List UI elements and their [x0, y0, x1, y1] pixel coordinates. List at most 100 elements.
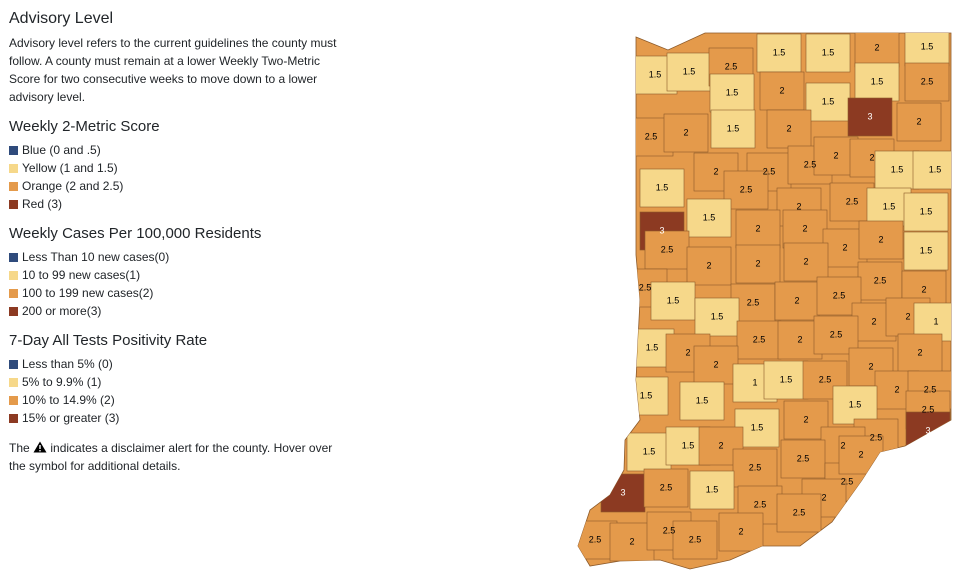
- county: [766, 109, 812, 149]
- county: [693, 345, 739, 385]
- county-score: 1.5: [822, 47, 835, 57]
- county-score: 2.5: [639, 282, 652, 292]
- legend-swatch: [9, 395, 18, 405]
- county-score: 1.5: [822, 96, 835, 106]
- county: [904, 62, 950, 102]
- county-score: 2: [874, 42, 879, 52]
- county: [783, 400, 829, 440]
- legend-swatch: [9, 270, 18, 280]
- county-score: 2.5: [921, 76, 934, 86]
- legend-item: 15% or greater (3): [9, 409, 344, 427]
- county: [847, 97, 893, 137]
- county-score: 2: [871, 316, 876, 326]
- county-score: 2: [921, 284, 926, 294]
- county-score: 2.5: [804, 159, 817, 169]
- legend-label: 5% to 9.9% (1): [22, 375, 102, 389]
- county: [736, 320, 782, 360]
- county-score: 2.5: [661, 244, 674, 254]
- county: [805, 33, 851, 73]
- county-score: 2.5: [689, 534, 702, 544]
- legend-label: Less than 5% (0): [22, 357, 113, 371]
- county-score: 1.5: [929, 164, 942, 174]
- description: Advisory level refers to the current gui…: [9, 36, 337, 104]
- county: [686, 246, 732, 286]
- county-score: 3: [620, 487, 625, 497]
- county-score: 1.5: [780, 374, 793, 384]
- county: [903, 231, 949, 271]
- county-score: 2: [713, 166, 718, 176]
- legend-label: 200 or more(3): [22, 304, 102, 318]
- county-score: 2.5: [846, 196, 859, 206]
- county-score: 2: [821, 492, 826, 502]
- county-score: 2.5: [833, 290, 846, 300]
- legend-label: 10 to 99 new cases(1): [22, 268, 141, 282]
- legend-swatch: [9, 413, 18, 423]
- legend-item: Less than 5% (0): [9, 355, 344, 373]
- county: [663, 113, 709, 153]
- county: [639, 168, 685, 208]
- county: [709, 73, 755, 113]
- county-score: 2: [802, 223, 807, 233]
- county-score: 2.5: [645, 131, 658, 141]
- county-score: 2: [683, 127, 688, 137]
- county-score: 1.5: [706, 484, 719, 494]
- county-score: 2: [917, 347, 922, 357]
- county: [896, 102, 942, 142]
- county-score: 1.5: [643, 446, 656, 456]
- legend-label: 15% or greater (3): [22, 411, 120, 425]
- county-score: 2.5: [819, 374, 832, 384]
- county-score: 2.5: [660, 482, 673, 492]
- county: [643, 468, 689, 508]
- warning-icon: [33, 441, 47, 453]
- county-labels: 1.5 1.5 2.5 1.5 1.5 1.5 2 1.5 2 1.5 1.5 2.5 3 2 2.5 2 1.…: [589, 41, 942, 546]
- county-score: 2: [878, 234, 883, 244]
- county: [782, 209, 828, 249]
- county: [903, 192, 949, 232]
- county-score: 2.5: [663, 525, 676, 535]
- legend-item: 10 to 99 new cases(1): [9, 266, 344, 284]
- county-score: 2: [858, 449, 863, 459]
- county-score: 2.5: [797, 453, 810, 463]
- county-score: 2.5: [841, 476, 854, 486]
- county-score: 1.5: [649, 69, 662, 79]
- county-score: 1.5: [849, 399, 862, 409]
- county: [666, 52, 712, 92]
- county-score: 1.5: [727, 123, 740, 133]
- county-score: 2: [706, 260, 711, 270]
- county-score: 2: [803, 414, 808, 424]
- county-score: 3: [659, 225, 664, 235]
- legend-item: 200 or more(3): [9, 302, 344, 320]
- legend-title: 7-Day All Tests Positivity Rate: [9, 332, 208, 349]
- legend-swatch: [9, 199, 18, 209]
- county: [857, 261, 903, 301]
- legend-swatch: [9, 252, 18, 262]
- legend-swatch: [9, 359, 18, 369]
- legend-item: Yellow (1 and 1.5): [9, 159, 344, 177]
- county-score: 2.5: [870, 432, 883, 442]
- county: [904, 33, 950, 67]
- county-score: 1.5: [891, 164, 904, 174]
- legend-list: Less Than 10 new cases(0) 10 to 99 new ca…: [9, 248, 344, 320]
- county: [874, 150, 920, 190]
- county: [686, 198, 732, 238]
- county-score: 2.5: [763, 166, 776, 176]
- county-score: 2.5: [754, 499, 767, 509]
- county: [718, 512, 764, 552]
- county: [723, 170, 769, 210]
- county: [650, 281, 696, 321]
- county: [858, 220, 904, 260]
- county: [679, 381, 725, 421]
- county: [689, 470, 735, 510]
- county-score: 1.5: [920, 206, 933, 216]
- disclaimer-after: indicates a disclaimer alert for the cou…: [9, 441, 333, 473]
- county: [735, 209, 781, 249]
- county-score: 1.5: [640, 390, 653, 400]
- legend-sections: Weekly 2-Metric Score Blue (0 and .5) Yell…: [9, 118, 344, 427]
- legend-item: 5% to 9.9% (1): [9, 373, 344, 391]
- county-score: 2.5: [747, 297, 760, 307]
- disclaimer: The indicates a disclaimer alert for the…: [9, 439, 344, 475]
- county-score: 3: [867, 111, 872, 121]
- county: [912, 150, 951, 190]
- county-score: 2: [868, 361, 873, 371]
